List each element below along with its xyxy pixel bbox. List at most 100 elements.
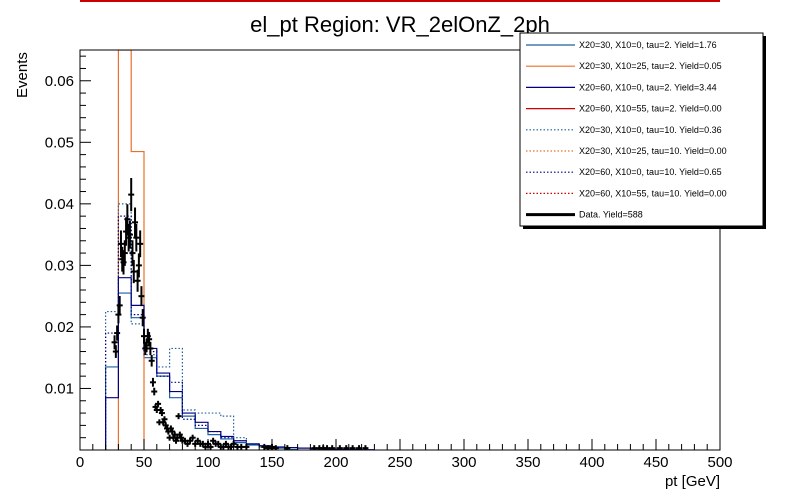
x-tick-label: 400 xyxy=(579,454,604,471)
x-tick-label: 100 xyxy=(195,454,220,471)
x-tick-label: 50 xyxy=(136,454,153,471)
x-tick-label: 150 xyxy=(259,454,284,471)
data-point xyxy=(202,443,209,450)
data-point xyxy=(139,309,146,327)
y-tick-label: 0.01 xyxy=(45,380,74,397)
legend-entry: X20=60, X10=0, tau=2. Yield=3.44 xyxy=(526,82,717,92)
data-point xyxy=(175,413,182,420)
data-point xyxy=(157,407,164,413)
legend-entry: X20=60, X10=55, tau=10. Yield=0.00 xyxy=(526,188,727,198)
data-point xyxy=(161,416,168,423)
data-point xyxy=(184,440,191,447)
data-point xyxy=(194,437,201,444)
legend-label: X20=30, X10=25, tau=2. Yield=0.05 xyxy=(579,61,722,71)
data-point xyxy=(169,428,176,435)
legend-entry: X20=30, X10=0, tau=2. Yield=1.76 xyxy=(526,40,717,50)
legend-entry: X20=60, X10=0, tau=10. Yield=0.65 xyxy=(526,167,722,177)
data-point xyxy=(128,178,135,212)
data-point xyxy=(151,387,158,396)
data-point xyxy=(349,445,356,450)
plot-area xyxy=(105,50,375,450)
data-point xyxy=(176,431,183,438)
data-point xyxy=(130,259,137,284)
data-point xyxy=(272,445,279,450)
y-tick-label: 0.06 xyxy=(45,73,74,90)
data-point xyxy=(189,434,196,441)
data-point xyxy=(114,325,121,341)
legend-entry: X20=30, X10=25, tau=10. Yield=0.00 xyxy=(526,146,727,156)
data-point xyxy=(135,253,142,278)
chart-title: el_pt Region: VR_2elOnZ_2ph xyxy=(250,12,550,37)
data-point xyxy=(199,440,206,447)
x-axis-label: pt [GeV] xyxy=(665,473,720,490)
data-point xyxy=(178,434,185,441)
data-point xyxy=(158,410,165,417)
series-4-histogram xyxy=(105,203,247,450)
data-point xyxy=(181,437,188,444)
data-point xyxy=(137,230,144,258)
x-tick-label: 450 xyxy=(643,454,668,471)
data-point xyxy=(148,354,155,367)
data-point xyxy=(265,445,272,450)
legend-label: X20=30, X10=0, tau=2. Yield=1.76 xyxy=(579,40,717,50)
data-point xyxy=(362,445,369,450)
legend-label: X20=30, X10=0, tau=10. Yield=0.36 xyxy=(579,125,722,135)
data-point xyxy=(162,422,169,429)
data-point xyxy=(112,345,119,358)
data-point xyxy=(336,445,343,450)
legend-box xyxy=(519,32,764,227)
data-point xyxy=(149,377,156,387)
x-tick-label: 300 xyxy=(451,454,476,471)
data-point xyxy=(215,440,222,447)
data-point xyxy=(261,443,268,450)
legend-entry: Data. Yield=588 xyxy=(526,210,643,220)
series-2-histogram xyxy=(105,277,375,450)
x-tick-label: 500 xyxy=(707,454,732,471)
data-point xyxy=(134,269,141,292)
legend-label: X20=60, X10=0, tau=10. Yield=0.65 xyxy=(579,167,722,177)
data-point xyxy=(155,400,162,407)
series-0-histogram xyxy=(105,292,299,450)
data-point xyxy=(173,437,179,444)
data-point xyxy=(116,295,123,315)
x-tick-label: 350 xyxy=(515,454,540,471)
data-point xyxy=(147,341,154,356)
data-point xyxy=(121,240,128,266)
data-point xyxy=(160,419,167,426)
data-point xyxy=(343,445,350,450)
data-point xyxy=(324,445,331,450)
legend-entry: X20=30, X10=0, tau=10. Yield=0.36 xyxy=(526,125,722,135)
data-point xyxy=(171,431,178,438)
y-tick-label: 0.05 xyxy=(45,134,74,151)
data-point xyxy=(311,445,318,450)
data-point xyxy=(356,445,363,450)
legend: X20=30, X10=0, tau=2. Yield=1.76 X20=30, … xyxy=(519,32,766,229)
data-point xyxy=(126,220,133,249)
series-1-histogram xyxy=(117,50,145,450)
data-point xyxy=(129,240,136,266)
legend-label: X20=60, X10=55, tau=2. Yield=0.00 xyxy=(579,104,722,114)
legend-entry: X20=60, X10=55, tau=2. Yield=0.00 xyxy=(526,104,722,114)
data-point xyxy=(138,286,145,307)
legend-entry: X20=30, X10=25, tau=2. Yield=0.05 xyxy=(526,61,722,71)
data-point xyxy=(152,403,159,410)
data-point xyxy=(207,443,214,450)
series-6-histogram xyxy=(105,215,235,450)
data-point xyxy=(167,425,174,432)
data-point xyxy=(222,440,229,447)
x-tick-label: 0 xyxy=(76,454,84,471)
data-point xyxy=(228,443,235,450)
x-tick-label: 250 xyxy=(387,454,412,471)
y-axis: 0.01 0.02 0.03 0.04 0.05 0.06 xyxy=(45,55,91,439)
data-point xyxy=(187,437,194,444)
legend-label: X20=60, X10=0, tau=2. Yield=3.44 xyxy=(579,82,717,92)
data-point xyxy=(146,332,153,347)
legend-label: X20=30, X10=25, tau=10. Yield=0.00 xyxy=(579,146,727,156)
data-point xyxy=(220,443,227,450)
x-axis: 0 50 100 150 200 250 300 350 400 450 500 xyxy=(76,439,733,471)
data-point xyxy=(117,230,124,258)
data-point xyxy=(111,335,118,350)
y-tick-label: 0.03 xyxy=(45,257,74,274)
data-point xyxy=(132,207,139,238)
